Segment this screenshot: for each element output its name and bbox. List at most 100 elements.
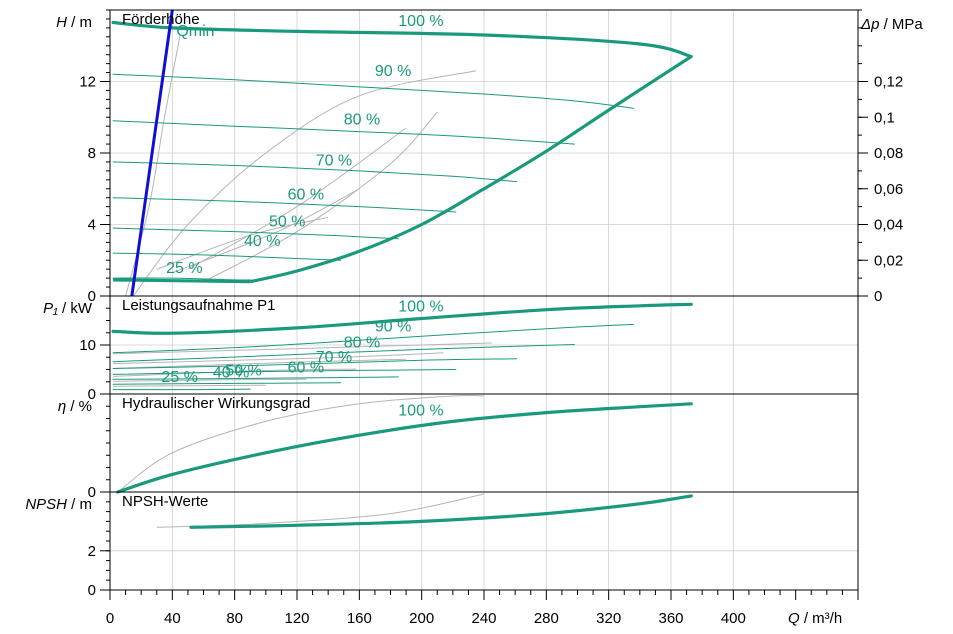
- x-axis-unit: / m³/h: [800, 610, 843, 627]
- y-tick-label: 0: [88, 288, 96, 305]
- grey-reference-curve: [113, 358, 407, 369]
- curve-label: 80 %: [344, 334, 380, 351]
- y-axis-symbol: NPSH: [25, 496, 67, 513]
- labels-layer: Förderhöhe 100 %90 %80 %70 %60 %50 %40 %2…: [122, 11, 444, 510]
- curve-head-50: [112, 227, 399, 240]
- y-axis-label-power: P₁ / kW: [43, 300, 93, 317]
- curve-label: 40 %: [244, 233, 280, 250]
- curve-npsh-100: [189, 494, 693, 529]
- secondary-axis-label: Δp / MPa: [860, 16, 923, 33]
- grey-reference-curve: [117, 394, 485, 493]
- curve-power-80: [112, 344, 575, 363]
- panel-title-head: Förderhöhe: [122, 11, 200, 28]
- x-tick-label: 280: [534, 610, 559, 627]
- grey-reference-curve: [172, 188, 360, 274]
- y2-tick-label: 0,06: [874, 181, 903, 198]
- curve-label: 100 %: [398, 299, 443, 316]
- curve-efficiency-100: [116, 402, 693, 494]
- y-tick-label: 12: [79, 74, 96, 91]
- grey-reference-curve: [113, 368, 357, 377]
- grey-reference-curve: [113, 352, 444, 365]
- y2-tick-label: 0: [874, 288, 882, 305]
- curve-label: 60 %: [288, 186, 324, 203]
- x-tick-label: 40: [164, 610, 181, 627]
- grey-reference-curve: [113, 342, 492, 355]
- y-axis-symbol: η: [58, 398, 66, 415]
- y2-tick-label: 0,12: [874, 74, 903, 91]
- curve-head-80: [112, 120, 575, 145]
- y-tick-label: 0: [88, 386, 96, 403]
- panel-title-efficiency: Hydraulischer Wirkungsgrad: [122, 395, 310, 412]
- qmin-line: [130, 9, 174, 297]
- y-tick-label: 4: [88, 217, 96, 234]
- curve-label: 50 %: [225, 362, 261, 379]
- y-tick-label: 0: [88, 582, 96, 599]
- minimum-speed-curve: [113, 278, 251, 284]
- curve-label: 25 %: [166, 260, 202, 277]
- curve-power-25: [112, 388, 251, 391]
- curve-head-60: [112, 197, 457, 213]
- curve-label: 40 %: [213, 364, 249, 381]
- x-axis-symbol: Q: [788, 610, 800, 627]
- x-tick-label: 120: [284, 610, 309, 627]
- y2-tick-label: 0,08: [874, 145, 903, 162]
- curve-head-90: [112, 73, 635, 109]
- curve-power-50: [112, 376, 399, 380]
- y-axis-unit: / m: [67, 14, 92, 31]
- y-axis-unit: / %: [66, 398, 92, 415]
- curve-label: 50 %: [269, 213, 305, 230]
- curve-label: 90 %: [375, 318, 411, 335]
- y-axis-label-efficiency: η / %: [58, 398, 92, 415]
- curve-power-40: [112, 382, 342, 385]
- curve-power-60: [112, 369, 457, 375]
- x-tick-label: 240: [471, 610, 496, 627]
- curve-head-40: [112, 252, 342, 261]
- grey-reference-curve: [133, 70, 477, 297]
- panel-title-power: Leistungsaufnahme P1: [122, 297, 275, 314]
- curve-label: 25 %: [161, 369, 197, 386]
- y2-tick-label: 0,1: [874, 109, 895, 126]
- y-tick-label: 10: [79, 337, 96, 354]
- grey-reference-curve: [113, 378, 307, 382]
- y-tick-label: 8: [88, 145, 96, 162]
- x-tick-label: 160: [347, 610, 372, 627]
- curve-label: 100 %: [398, 403, 443, 420]
- qmin-label: Qmin: [176, 23, 214, 40]
- secondary-axis-unit: / MPa: [879, 16, 923, 33]
- x-tick-label: 200: [409, 610, 434, 627]
- curve-head-100: [111, 20, 693, 59]
- y-axis-symbol: H: [56, 14, 67, 31]
- x-tick-label: 80: [226, 610, 243, 627]
- curve-label: 70 %: [316, 349, 352, 366]
- x-tick-label: 320: [596, 610, 621, 627]
- y2-tick-label: 0,02: [874, 252, 903, 269]
- curve-label: 80 %: [344, 111, 380, 128]
- curve-power-70: [112, 358, 518, 369]
- operating-envelope-curve: [249, 55, 693, 284]
- curve-label: 60 %: [288, 359, 324, 376]
- y-axis-label-npsh: NPSH / m: [25, 496, 92, 513]
- grey-reference-curve: [156, 216, 329, 270]
- x-tick-label: 360: [658, 610, 683, 627]
- y-axis-unit: / kW: [58, 300, 93, 317]
- x-tick-label: 0: [106, 610, 114, 627]
- series-curves-layer: [111, 9, 693, 529]
- curve-label: 100 %: [398, 13, 443, 30]
- y-tick-label: 2: [88, 543, 96, 560]
- curve-label: 70 %: [316, 153, 352, 170]
- y-axis-unit: / m: [67, 496, 92, 513]
- curve-power-100: [111, 302, 693, 335]
- curve-head-25: [112, 277, 251, 281]
- curve-power-90: [112, 323, 635, 354]
- secondary-axis-symbol: Δp: [860, 16, 879, 33]
- x-axis-label: Q / m³/h: [788, 610, 842, 627]
- y-axis-label-head: H / m: [56, 14, 92, 31]
- y2-tick-label: 0,04: [874, 217, 903, 234]
- curve-label: 90 %: [375, 63, 411, 80]
- y-tick-label: 0: [88, 484, 96, 501]
- curve-head-70: [112, 161, 518, 183]
- grey-reference-curve: [203, 111, 438, 283]
- y-axis-symbol: P₁: [43, 300, 58, 317]
